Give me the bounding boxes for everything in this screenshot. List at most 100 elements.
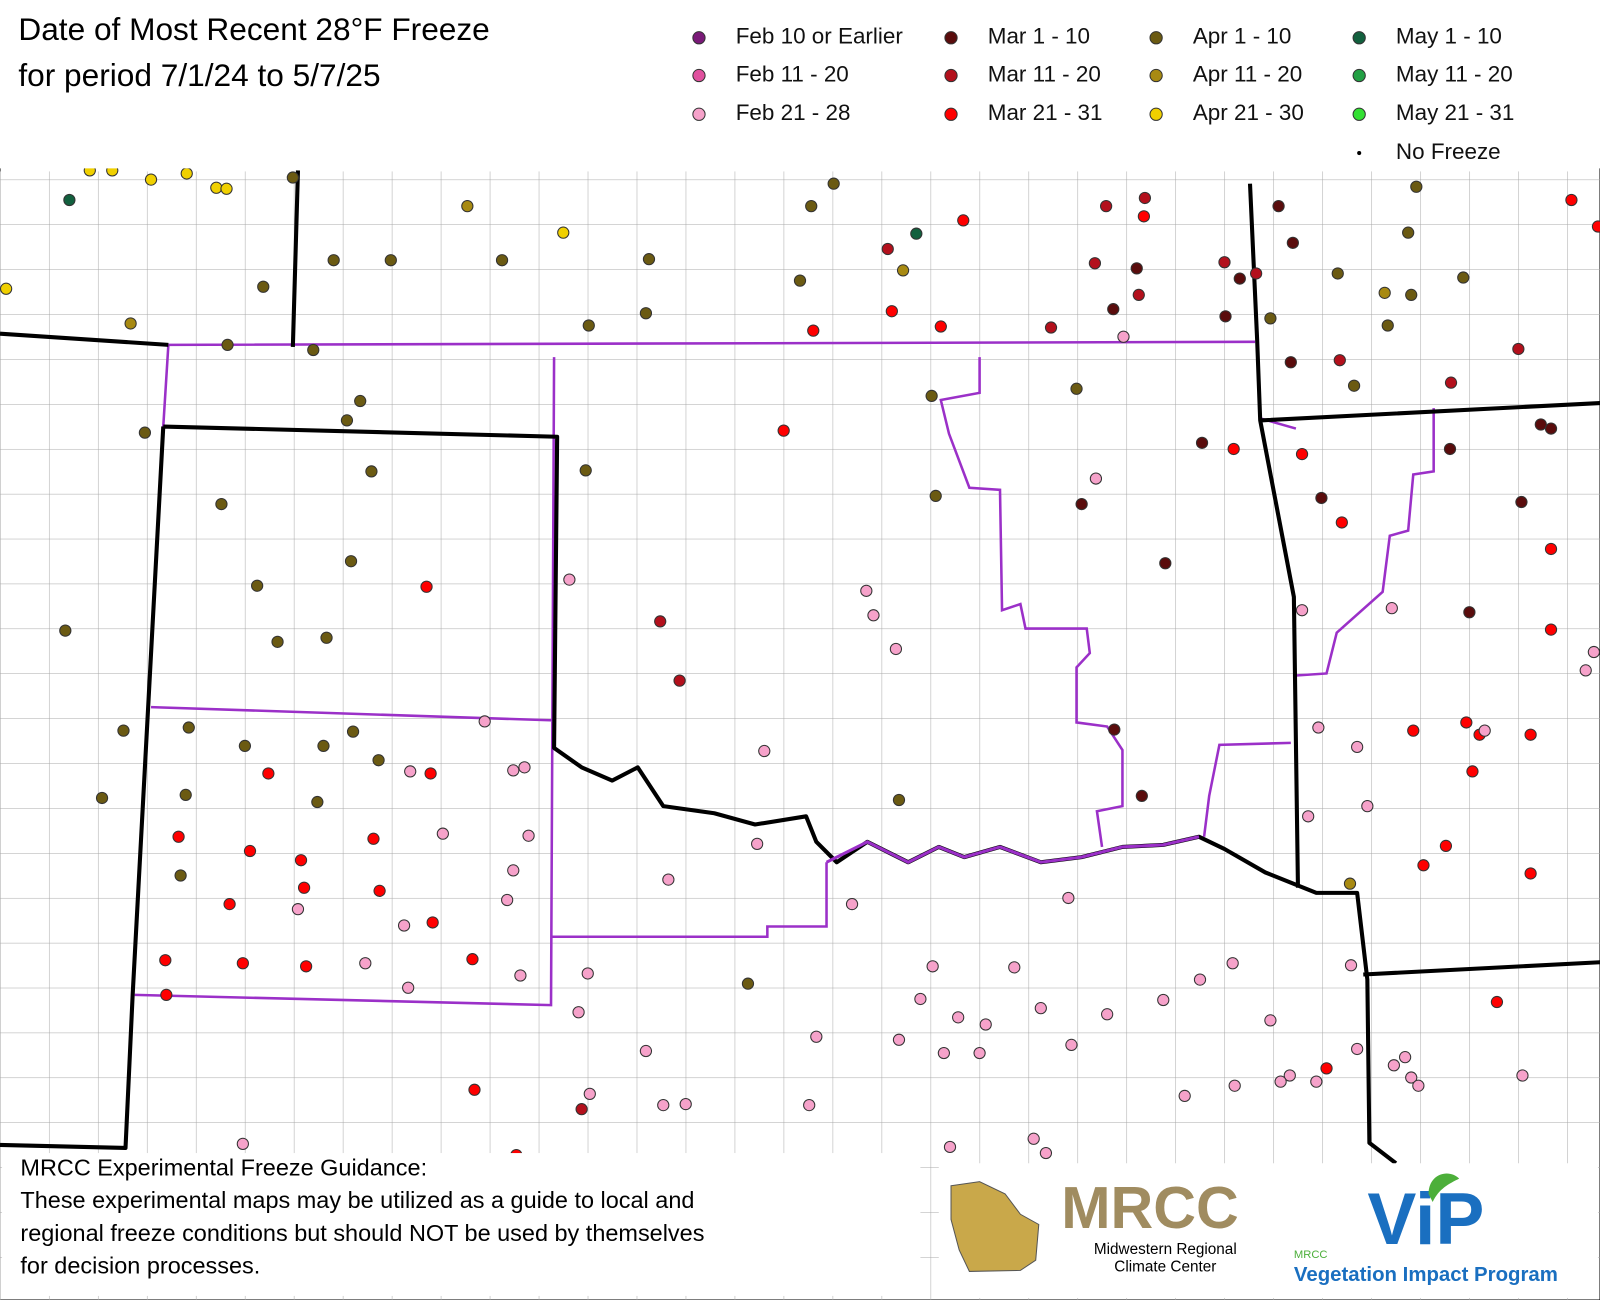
station-dot — [320, 631, 333, 644]
station-dot — [404, 765, 417, 778]
station-dot — [673, 674, 686, 687]
mrcc-logo: MRCC — [1061, 1174, 1239, 1241]
red-river-division — [825, 835, 1200, 864]
station-dot — [1302, 810, 1315, 823]
station-dot — [317, 739, 330, 753]
logo-bg — [938, 1163, 1598, 1298]
station-dot — [307, 343, 320, 357]
legend-dot — [944, 68, 958, 83]
station-dot — [95, 791, 109, 805]
station-dot — [221, 338, 234, 352]
note: for decision processes. — [20, 1253, 260, 1279]
station-dot — [741, 977, 755, 990]
station-dot — [1135, 789, 1148, 803]
station-dot — [1312, 721, 1325, 734]
station-dot — [1101, 1008, 1114, 1021]
station-dot — [262, 767, 275, 780]
legend-label: Apr 1 - 10 — [1193, 24, 1292, 49]
station-dot — [1107, 303, 1120, 316]
station-dot — [1272, 200, 1285, 213]
station-dot — [344, 555, 358, 568]
station-dot — [896, 264, 910, 277]
note: These experimental maps may be utilized … — [20, 1187, 694, 1213]
station-dot — [1320, 1062, 1333, 1075]
station-dot — [1283, 1069, 1296, 1082]
station-dot — [639, 307, 653, 320]
station-dot — [507, 764, 520, 777]
station-dot — [1159, 557, 1172, 570]
station-dot — [1516, 1069, 1529, 1082]
station-dot — [1157, 993, 1170, 1007]
station-dot — [340, 414, 354, 427]
station-dot — [1443, 442, 1457, 456]
note: MRCC Experimental Freeze Guidance: — [20, 1155, 427, 1181]
station-dot — [1524, 728, 1537, 741]
station-dot — [1351, 740, 1364, 754]
station-dot — [1039, 1146, 1053, 1160]
station-dot — [1108, 723, 1121, 736]
station-dot — [372, 754, 385, 767]
station-dot — [892, 793, 906, 807]
station-dot — [367, 832, 380, 845]
station-dot — [889, 642, 903, 656]
legend-label: Mar 1 - 10 — [988, 24, 1090, 49]
station-dot — [238, 739, 252, 753]
note-bg — [2, 1153, 921, 1296]
station-dot — [402, 981, 415, 994]
station-dot — [1295, 447, 1309, 461]
station-dot — [354, 394, 367, 408]
station-dot — [1344, 959, 1358, 972]
division-lines — [134, 340, 1435, 1007]
midwest-icon — [950, 1181, 1040, 1272]
station-dot — [514, 969, 527, 982]
legend-label: Mar 21 - 31 — [988, 100, 1103, 125]
station-dot — [1130, 262, 1143, 275]
title: for period 7/1/24 to 5/7/25 — [18, 57, 380, 93]
station-dot — [160, 988, 173, 1002]
station-dot — [1512, 342, 1525, 356]
station-dot — [1402, 226, 1415, 239]
station-dot — [1385, 602, 1398, 615]
station-dot — [1284, 356, 1297, 369]
station-dot — [639, 1044, 653, 1058]
station-dot — [1463, 606, 1476, 619]
station-dot — [1444, 376, 1458, 389]
station-dot — [1264, 312, 1277, 325]
station-dot — [426, 916, 439, 929]
station-dot — [557, 226, 570, 239]
mrcc-sub: Midwestern Regional — [1094, 1241, 1237, 1258]
legend-label: Apr 21 - 30 — [1193, 100, 1304, 125]
station-dot — [420, 580, 433, 593]
station-dot — [1274, 1075, 1287, 1088]
station-dot — [563, 573, 576, 586]
station-dot — [937, 1046, 950, 1060]
station-dot — [805, 200, 818, 213]
station-dot — [957, 214, 970, 227]
station-dot — [583, 1087, 596, 1100]
station-dot — [507, 864, 520, 877]
station-dot — [522, 829, 535, 842]
legend-dot — [1149, 31, 1163, 45]
station-dot — [1264, 1014, 1277, 1027]
station-dot — [327, 254, 340, 267]
station-dot — [223, 897, 236, 911]
station-dot — [359, 957, 372, 970]
station-dot — [926, 960, 939, 973]
station-dot — [1295, 604, 1309, 617]
station-dot — [1062, 891, 1075, 905]
station-dot — [1137, 210, 1150, 223]
station-dot — [1233, 272, 1246, 285]
station-dot — [144, 173, 158, 186]
station-dot — [1100, 200, 1113, 213]
station-dot — [495, 254, 509, 267]
station-dot — [1565, 193, 1578, 207]
station-dot — [243, 844, 257, 858]
vip-sub: Vegetation Impact Program — [1294, 1264, 1558, 1286]
legend-dot — [944, 107, 958, 121]
station-dot — [461, 200, 474, 213]
station-dot — [1044, 321, 1058, 334]
station-dot — [346, 725, 360, 738]
station-dot — [575, 1103, 588, 1116]
station-dot — [291, 903, 305, 916]
